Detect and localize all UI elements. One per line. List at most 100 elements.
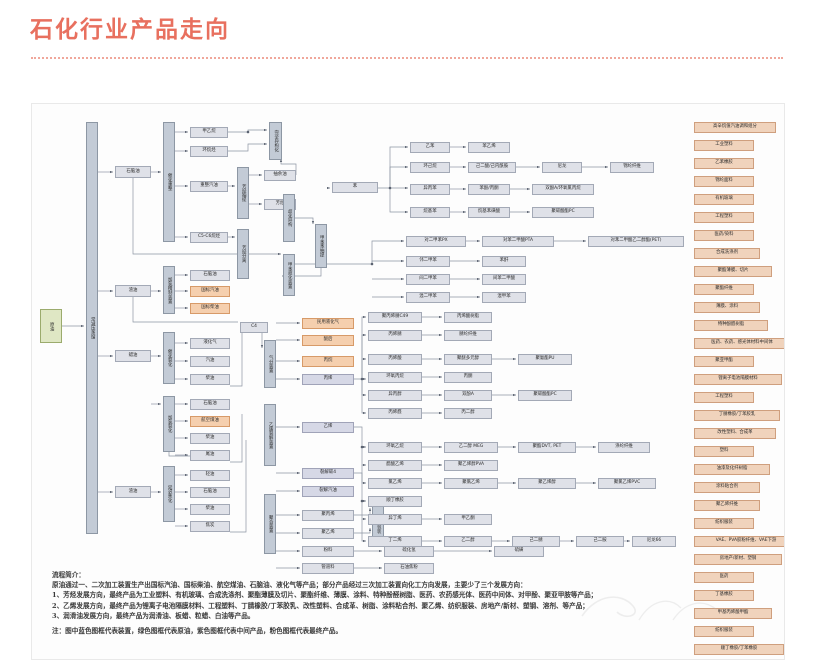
flow-node-n61: 气分装置 [264,340,276,388]
flow-node-n20: 异丙苯 [410,184,450,195]
flow-node-n7: 重整汽油 [190,181,228,192]
flow-node-p12: 特种酚醛树脂 [694,320,768,331]
flow-node-n45: 催化裂化 [163,332,175,384]
flow-node-n109: 己二胺 [576,536,624,547]
flow-node-n37: 间苯二甲酸 [482,274,526,285]
flow-node-p20: 油漆及化纤树脂 [694,464,770,475]
flow-node-p10: 聚酯纤维 [694,284,754,295]
notes-line: 原油通过一、二次加工装置生产出国标汽油、国标柴油、航空煤油、石脑油、液化气等产品… [52,581,527,590]
flow-node-n4: 催化重整 [163,122,175,242]
flow-node-n50: 石脑油 [190,399,230,410]
flow-node-n94: 醋酸乙烯 [368,460,422,471]
flow-node-n46: 液化气 [190,338,230,349]
flow-node-n77: 石油焦粉 [384,563,434,574]
flow-node-n100: 聚乙烯醇 [518,478,576,489]
flow-node-n12: 芳烃 [264,199,296,210]
page-title: 石化行业产品走向 [30,16,230,43]
flow-node-n57: 石脑油 [190,487,230,498]
flow-node-n72: 聚乙烯 [302,528,354,539]
flow-node-n110: 尼龙66 [632,536,676,547]
flow-node-n9: 完全异构化 [269,122,282,160]
flow-node-n19: 环己烷 [410,162,450,173]
flow-node-n22: 苯乙烯 [468,142,510,153]
flow-node-n65: 醚后 [302,335,354,346]
flow-node-p11: 薄膜、涂料 [694,302,760,313]
flow-node-n99: 聚酯DVT, PET [518,442,576,453]
flow-node-n59: 焦炭 [190,521,230,532]
flow-node-n56: 轻油 [190,470,230,481]
flow-node-n27: 双酚A/环氧氯丙烷 [532,184,594,195]
flow-node-n42: 国标汽油 [190,286,230,297]
flow-node-n13: 芳烃分离 [237,229,249,279]
flow-node-n8: C5-C6烷烃 [190,232,228,243]
flow-node-n97: 聚乙烯醇PVA [444,460,498,471]
flow-node-n26: 尼龙 [542,162,582,173]
flow-node-p15: 锂离子电池隔膜材料 [694,374,782,385]
flow-node-p13: 医药、农药、感光体材料中间体 [694,338,784,349]
flow-node-n74: 管道料 [302,563,354,574]
flow-node-n79: 聚丙烯腈C49 [368,312,422,323]
flow-node-p18: 改性塑料、合成革 [694,428,776,439]
flow-node-n96: 乙二醇 MEG [444,442,498,453]
flow-node-n35: 对苯二甲酸乙二醇酯(PET) [588,236,684,247]
flow-node-n102: 聚氯乙烯PVC [598,478,656,489]
flow-node-n23: 己二酸/己内酰胺 [468,162,516,173]
flow-node-n1: 原油 [40,309,62,343]
flow-node-n17: 苯 [332,182,378,193]
flow-node-n69: 裂解碳4 [302,468,354,479]
flow-node-n76: 硫化氢 [384,546,434,557]
flow-node-p1: 高辛烷值汽油调和组分 [694,122,776,133]
flow-node-n29: 锦纶纤维 [610,162,654,173]
notes-heading: 流程简介： [52,571,85,579]
flow-node-n36: 苯酐 [482,256,526,267]
flow-node-n25: 烷基苯磺酸 [468,207,510,218]
flow-node-p5: 有机玻璃 [694,194,754,205]
flow-node-n92: 聚碳酸酯PC [518,390,572,401]
flow-node-n70: 裂解汽油 [302,486,354,497]
flow-node-p6: 工程塑料 [694,212,754,223]
flow-node-n82: 环氧丙烷 [368,372,422,383]
flow-node-n83: 异丙醇 [368,390,422,401]
flow-node-n87: 聚醚多元醇 [444,354,492,365]
flow-node-n28: 聚碳酸酯PC [532,207,594,218]
flow-node-p3: 乙苯橡胶 [694,158,754,169]
flow-node-p26: 医药 [694,572,754,583]
flow-node-p28: 甲基丙烯酸甲酯 [694,608,772,619]
flow-node-n43: 国标柴油 [190,303,230,314]
flow-node-n38: 混甲苯 [482,292,526,303]
flow-node-n60: C4 [240,322,268,333]
flow-node-p22: 聚乙烯纤维 [694,500,760,511]
flow-node-n33: 混二甲苯 [406,292,450,303]
flow-node-n107: 乙二醇 [444,536,492,547]
flow-node-n73: 粉料 [302,546,354,557]
flow-node-n31: 邻二甲苯 [406,256,450,267]
flow-node-n67: 丙烯 [302,374,354,385]
flow-node-n81: 丙烯酸 [368,354,422,365]
flow-node-n88: 丙酮 [444,372,492,383]
flow-node-p21: 涂料粘合剂 [694,482,760,493]
title-divider [31,57,783,59]
flow-node-n21: 烷基苯 [410,207,450,218]
flow-node-n34: 对苯二甲酸PTA [482,236,554,247]
flow-node-n78: 硫磺 [494,546,544,557]
flow-node-p24: VAE、PVA胶粉纤维、VAE下游 [694,536,784,547]
flow-node-n91: 聚氨酯PU [518,354,572,365]
flow-node-n105: 丁二烯 [368,536,422,547]
flow-node-n39: 渣油 [115,285,151,297]
page-header: 石化行业产品走向 [0,0,814,62]
flow-node-n66: 丙烷 [302,356,354,367]
flow-node-p16: 工程塑料 [694,392,754,403]
flow-node-n15: 甲苯歧化装置 [283,254,295,296]
flow-node-n6: 环烷烃 [190,146,228,157]
flow-node-n10: 芳烃抽提 [237,167,249,219]
flow-node-n58: 柴油 [190,504,230,515]
flow-node-n55: 延迟焦化 [163,466,175,522]
flow-node-p7: 医药/染料 [694,230,754,241]
flow-node-n84: 丙烯醛 [368,408,422,419]
flow-node-p8: 合成洗涤剂 [694,248,760,259]
flow-node-n18: 乙苯 [410,142,450,153]
flow-node-n86: 腈纶纤维 [444,330,492,341]
flow-node-n93: 环氧乙烷 [368,442,422,453]
flow-node-p23: 纺织服装 [694,518,754,529]
flow-node-n68: 乙烯 [302,422,354,433]
